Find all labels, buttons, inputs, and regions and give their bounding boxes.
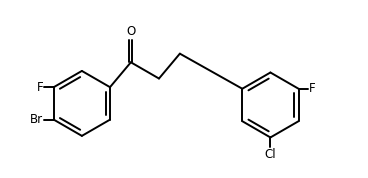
Text: Cl: Cl — [265, 148, 276, 161]
Text: F: F — [37, 81, 43, 94]
Text: Br: Br — [30, 113, 43, 126]
Text: O: O — [126, 25, 135, 38]
Text: F: F — [309, 82, 316, 95]
